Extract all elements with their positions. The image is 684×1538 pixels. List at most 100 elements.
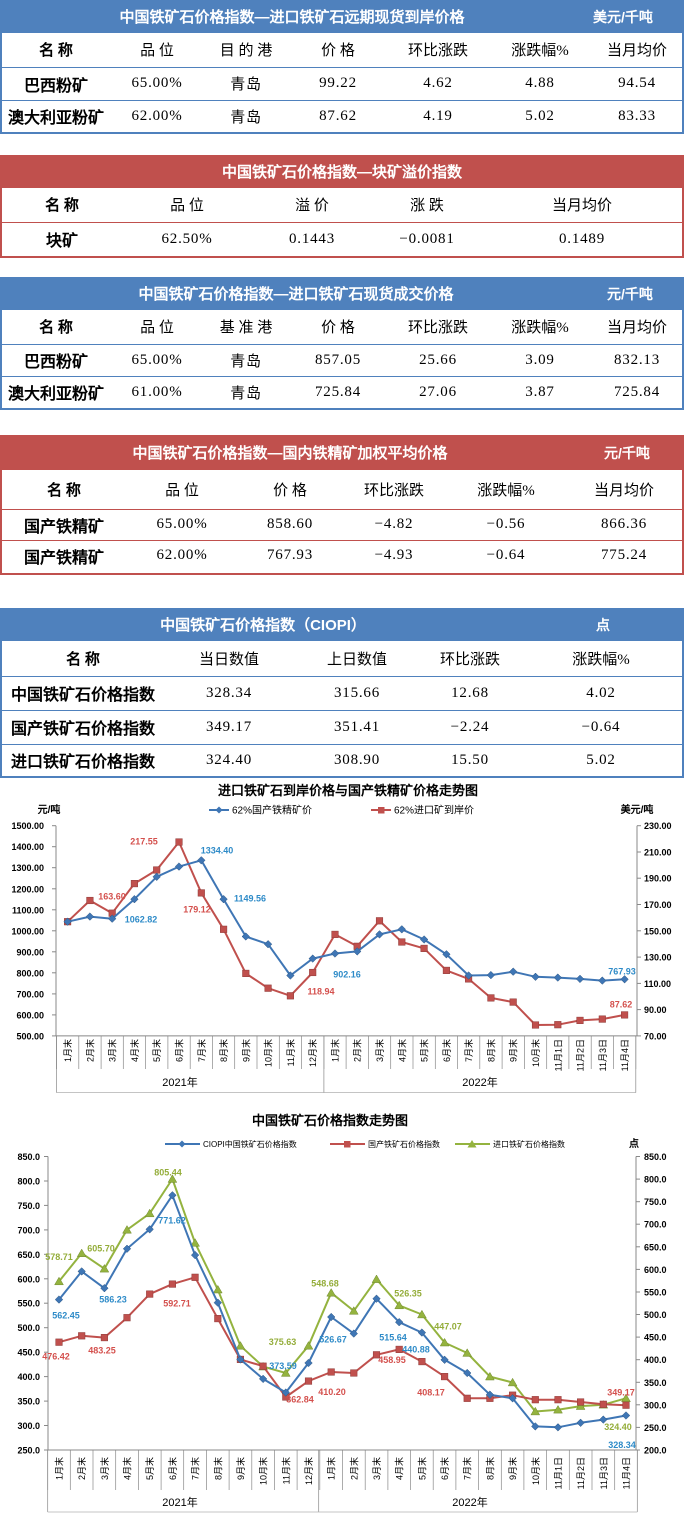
svg-text:586.23: 586.23 (99, 1295, 127, 1305)
svg-text:400.0: 400.0 (17, 1372, 40, 1382)
svg-text:179.12: 179.12 (183, 905, 211, 915)
svg-text:6月末: 6月末 (174, 1039, 185, 1062)
svg-text:1500.00: 1500.00 (11, 821, 44, 831)
svg-text:170.00: 170.00 (644, 900, 672, 910)
svg-text:4月末: 4月末 (129, 1039, 140, 1062)
svg-text:9月末: 9月末 (508, 1039, 519, 1062)
svg-text:2021年: 2021年 (162, 1075, 197, 1089)
svg-text:1300.00: 1300.00 (11, 863, 44, 873)
svg-text:450.0: 450.0 (644, 1333, 667, 1343)
svg-text:8月末: 8月末 (484, 1457, 495, 1480)
svg-text:9月末: 9月末 (240, 1039, 251, 1062)
svg-text:210.00: 210.00 (644, 848, 672, 858)
svg-text:2月末: 2月末 (352, 1039, 363, 1062)
svg-text:4月末: 4月末 (394, 1457, 405, 1480)
svg-text:4月末: 4月末 (122, 1457, 133, 1480)
svg-text:350.0: 350.0 (644, 1378, 667, 1388)
svg-text:562.45: 562.45 (52, 1310, 80, 1320)
svg-text:3月末: 3月末 (107, 1039, 118, 1062)
svg-text:110.00: 110.00 (644, 979, 671, 989)
svg-text:526.35: 526.35 (394, 1289, 422, 1299)
svg-text:1000.00: 1000.00 (11, 926, 44, 936)
svg-text:2022年: 2022年 (462, 1075, 497, 1089)
svg-text:11月2日: 11月2日 (576, 1039, 586, 1071)
svg-text:3月末: 3月末 (374, 1039, 385, 1062)
svg-text:1200.00: 1200.00 (11, 884, 44, 894)
svg-text:11月4日: 11月4日 (620, 1039, 630, 1071)
svg-text:230.00: 230.00 (644, 821, 672, 831)
svg-text:1月末: 1月末 (54, 1457, 65, 1480)
svg-text:447.07: 447.07 (434, 1322, 462, 1332)
svg-text:700.0: 700.0 (644, 1220, 667, 1230)
svg-text:700.00: 700.00 (16, 989, 44, 999)
svg-text:750.0: 750.0 (17, 1201, 40, 1211)
svg-text:2月末: 2月末 (76, 1457, 87, 1480)
svg-text:767.93: 767.93 (608, 967, 636, 977)
svg-text:440.88: 440.88 (402, 1345, 430, 1355)
svg-text:850.0: 850.0 (17, 1152, 40, 1162)
svg-text:62%进口矿到岸价: 62%进口矿到岸价 (394, 804, 474, 817)
svg-text:进口铁矿石到岸价格与国产铁精矿价格走势图: 进口铁矿石到岸价格与国产铁精矿价格走势图 (218, 783, 478, 798)
svg-text:163.60: 163.60 (98, 892, 126, 902)
svg-text:362.84: 362.84 (286, 1395, 314, 1405)
svg-text:130.00: 130.00 (644, 953, 672, 963)
svg-text:12月末: 12月末 (303, 1457, 314, 1485)
svg-text:350.0: 350.0 (17, 1397, 40, 1407)
svg-text:805.44: 805.44 (154, 1168, 182, 1178)
svg-text:12月末: 12月末 (307, 1039, 318, 1067)
svg-text:300.0: 300.0 (17, 1421, 40, 1431)
svg-text:4月末: 4月末 (396, 1039, 407, 1062)
svg-text:483.25: 483.25 (88, 1346, 116, 1356)
svg-text:5月末: 5月末 (144, 1457, 155, 1480)
svg-text:70.00: 70.00 (644, 1031, 667, 1041)
svg-text:8月末: 8月末 (485, 1039, 496, 1062)
svg-text:850.0: 850.0 (644, 1152, 667, 1162)
svg-text:349.17: 349.17 (607, 1388, 635, 1398)
svg-text:373.59: 373.59 (269, 1361, 297, 1371)
svg-text:11月1日: 11月1日 (554, 1457, 564, 1489)
svg-text:328.34: 328.34 (608, 1440, 636, 1450)
svg-text:9月末: 9月末 (507, 1457, 518, 1480)
svg-text:国产铁矿石价格指数: 国产铁矿石价格指数 (368, 1139, 440, 1149)
svg-text:7月末: 7月末 (463, 1039, 474, 1062)
svg-text:6月末: 6月末 (439, 1457, 450, 1480)
svg-text:578.71: 578.71 (45, 1252, 73, 1262)
svg-text:217.55: 217.55 (130, 837, 158, 847)
svg-text:324.40: 324.40 (604, 1422, 632, 1432)
svg-text:458.95: 458.95 (378, 1355, 406, 1365)
svg-text:515.64: 515.64 (379, 1333, 407, 1343)
svg-text:5月末: 5月末 (419, 1039, 430, 1062)
svg-text:250.0: 250.0 (17, 1446, 40, 1456)
svg-text:2022年: 2022年 (452, 1495, 487, 1509)
svg-text:200.0: 200.0 (644, 1446, 667, 1456)
svg-text:62%国产铁精矿价: 62%国产铁精矿价 (232, 804, 312, 817)
svg-text:600.0: 600.0 (644, 1265, 667, 1275)
svg-text:650.0: 650.0 (17, 1250, 40, 1260)
svg-text:8月末: 8月末 (218, 1039, 229, 1062)
svg-text:10月末: 10月末 (263, 1039, 274, 1067)
svg-text:3月末: 3月末 (99, 1457, 110, 1480)
svg-text:526.67: 526.67 (319, 1335, 347, 1345)
svg-text:150.00: 150.00 (644, 926, 672, 936)
svg-text:500.00: 500.00 (16, 1031, 44, 1041)
svg-text:408.17: 408.17 (417, 1388, 445, 1398)
svg-text:800.0: 800.0 (17, 1177, 40, 1187)
svg-text:7月末: 7月末 (462, 1457, 473, 1480)
svg-text:5月末: 5月末 (416, 1457, 427, 1480)
svg-text:300.0: 300.0 (644, 1400, 667, 1410)
svg-text:3月末: 3月末 (371, 1457, 382, 1480)
svg-text:592.71: 592.71 (163, 1299, 191, 1309)
svg-text:进口铁矿石价格指数: 进口铁矿石价格指数 (493, 1139, 565, 1149)
svg-text:550.0: 550.0 (644, 1288, 667, 1298)
svg-text:87.62: 87.62 (610, 1000, 633, 1010)
svg-text:6月末: 6月末 (167, 1457, 178, 1480)
svg-text:1月末: 1月末 (330, 1039, 341, 1062)
svg-text:650.0: 650.0 (644, 1242, 667, 1252)
svg-text:1062.82: 1062.82 (125, 915, 158, 925)
svg-text:1月末: 1月末 (326, 1457, 337, 1480)
svg-text:11月1日: 11月1日 (553, 1039, 563, 1071)
svg-text:902.16: 902.16 (333, 970, 361, 980)
svg-text:800.00: 800.00 (16, 968, 44, 978)
svg-text:9月末: 9月末 (235, 1457, 246, 1480)
svg-text:118.94: 118.94 (307, 987, 334, 997)
